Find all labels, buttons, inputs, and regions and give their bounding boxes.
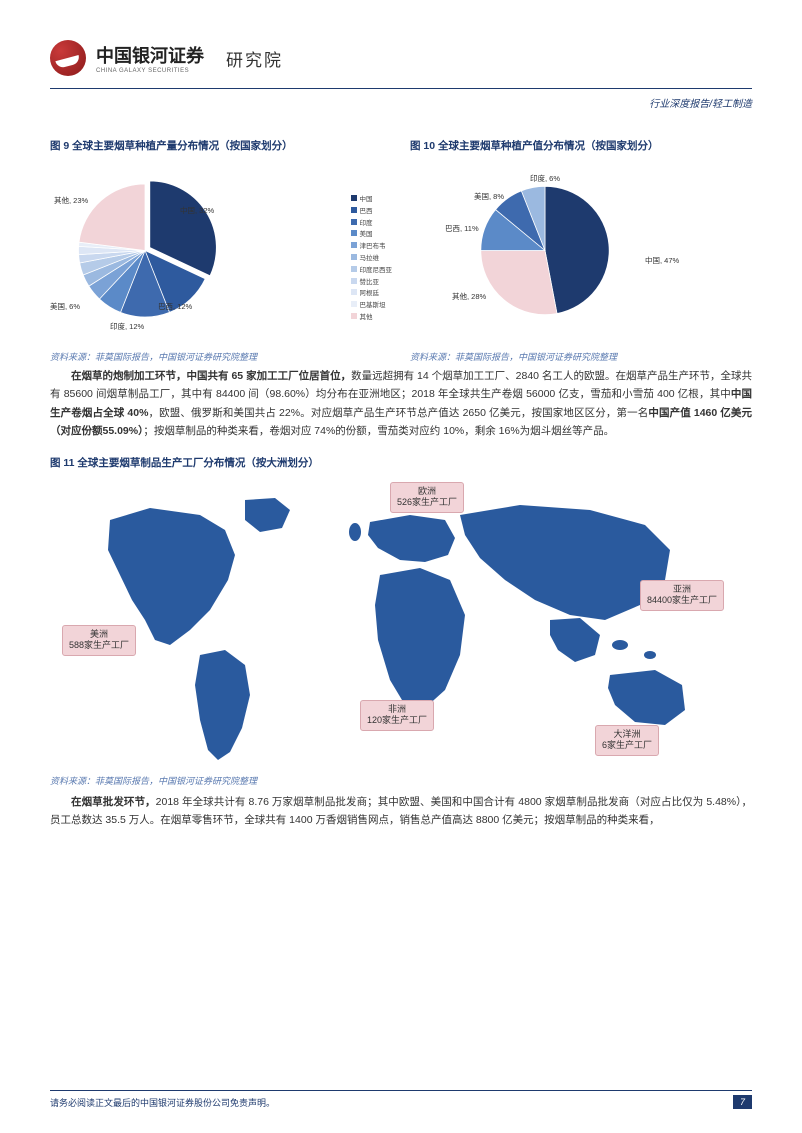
legend-label: 马拉维 — [360, 252, 380, 262]
figure-10-chart: 中国, 47% 其他, 28% 巴西, 11% 美国, 8% 印度, 6% — [410, 163, 752, 338]
legend-swatch — [351, 266, 357, 272]
legend-item: 巴西 — [351, 205, 393, 215]
pie-slice-中国 — [545, 186, 609, 313]
legend-swatch — [351, 219, 357, 225]
figure-9-chart: 中国巴西印度美国津巴布韦马拉维印度尼西亚赞比亚阿根廷巴基斯坦其他 中国, 32%… — [50, 163, 392, 338]
legend-item: 巴基斯坦 — [351, 299, 393, 309]
legend-item: 印度尼西亚 — [351, 264, 393, 274]
paragraph-2: 在烟草批发环节，2018 年全球共计有 8.76 万家烟草制品批发商；其中欧盟、… — [50, 793, 752, 830]
figure-10-source: 资料来源：菲莫国际报告，中国银河证券研究院整理 — [410, 350, 752, 363]
figure-9: 图 9 全球主要烟草种植产量分布情况（按国家划分） 中国巴西印度美国津巴布韦马拉… — [50, 138, 392, 338]
legend-item: 印度 — [351, 217, 393, 227]
page-number: 7 — [733, 1095, 752, 1109]
pie10-label-other: 其他, 28% — [452, 291, 486, 302]
brand-block: 中国银河证券 CHINA GALAXY SECURITIES — [96, 42, 204, 74]
pie9-label-brazil: 巴西, 12% — [158, 301, 192, 312]
legend-swatch — [351, 313, 357, 319]
figure-11-source: 资料来源：菲莫国际报告，中国银河证券研究院整理 — [50, 774, 752, 787]
legend-item: 赞比亚 — [351, 276, 393, 286]
pie9-label-china: 中国, 32% — [180, 205, 214, 216]
para1-lead: 在烟草的炮制加工环节，中国共有 65 家加工工厂位居首位， — [71, 370, 351, 382]
legend-swatch — [351, 195, 357, 201]
continent-pill-亚洲: 亚洲84400家生产工厂 — [640, 580, 724, 611]
legend-label: 其他 — [360, 311, 373, 321]
disclaimer-text: 请务必阅读正文最后的中国银河证券股份公司免责声明。 — [50, 1096, 275, 1109]
legend-label: 津巴布韦 — [360, 240, 386, 250]
figure-9-source: 资料来源：菲莫国际报告，中国银河证券研究院整理 — [50, 350, 392, 363]
legend-label: 印度 — [360, 217, 373, 227]
page-footer: 请务必阅读正文最后的中国银河证券股份公司免责声明。 7 — [50, 1095, 752, 1109]
footer-divider — [50, 1090, 752, 1091]
para2-lead: 在烟草批发环节， — [71, 796, 156, 808]
legend-label: 阿根廷 — [360, 287, 380, 297]
pie-slice-其他 — [79, 184, 145, 251]
pie9-label-usa: 美国, 6% — [50, 301, 80, 312]
legend-label: 中国 — [360, 193, 373, 203]
figure-9-legend: 中国巴西印度美国津巴布韦马拉维印度尼西亚赞比亚阿根廷巴基斯坦其他 — [351, 193, 393, 323]
legend-item: 津巴布韦 — [351, 240, 393, 250]
figure-9-title: 图 9 全球主要烟草种植产量分布情况（按国家划分） — [50, 138, 392, 153]
legend-swatch — [351, 207, 357, 213]
legend-label: 赞比亚 — [360, 276, 380, 286]
legend-swatch — [351, 230, 357, 236]
legend-swatch — [351, 278, 357, 284]
pie10-label-usa: 美国, 8% — [474, 191, 504, 202]
legend-item: 阿根廷 — [351, 287, 393, 297]
header-divider — [50, 88, 752, 89]
continent-pill-欧洲: 欧洲526家生产工厂 — [390, 482, 464, 513]
continent-pill-美洲: 美洲588家生产工厂 — [62, 625, 136, 656]
paragraph-1: 在烟草的炮制加工环节，中国共有 65 家加工工厂位居首位，数量远超拥有 14 个… — [50, 367, 752, 441]
legend-swatch — [351, 254, 357, 260]
figure-10: 图 10 全球主要烟草种植产值分布情况（按国家划分） 中国, 47% 其他, 2… — [410, 138, 752, 338]
para1-rest2: ，欧盟、俄罗斯和美国共占 22%。对应烟草产品生产环节总产值达 2650 亿美元… — [148, 407, 648, 419]
legend-item: 其他 — [351, 311, 393, 321]
para1-rest3: ；按烟草制品的种类来看，卷烟对应 74%的份额，雪茄类对应约 10%，剩余 16… — [143, 425, 614, 437]
pie9-label-india: 印度, 12% — [110, 321, 144, 332]
pie10-label-brazil: 巴西, 11% — [445, 223, 479, 234]
brand-name-cn: 中国银河证券 — [96, 42, 204, 68]
legend-label: 印度尼西亚 — [360, 264, 393, 274]
figure-11-title: 图 11 全球主要烟草制品生产工厂分布情况（按大洲划分） — [50, 455, 752, 470]
legend-item: 中国 — [351, 193, 393, 203]
continent-pill-非洲: 非洲120家生产工厂 — [360, 700, 434, 731]
para2-rest: 2018 年全球共计有 8.76 万家烟草制品批发商；其中欧盟、美国和中国合计有… — [50, 796, 752, 826]
legend-label: 美国 — [360, 228, 373, 238]
report-header: 中国银河证券 CHINA GALAXY SECURITIES 研究院 — [50, 40, 752, 76]
legend-label: 巴基斯坦 — [360, 299, 386, 309]
legend-swatch — [351, 289, 357, 295]
legend-swatch — [351, 301, 357, 307]
sources-row-1: 资料来源：菲莫国际报告，中国银河证券研究院整理 资料来源：菲莫国际报告，中国银河… — [50, 346, 752, 367]
legend-item: 马拉维 — [351, 252, 393, 262]
pie10-label-india: 印度, 6% — [530, 173, 560, 184]
legend-item: 美国 — [351, 228, 393, 238]
pie-slice-其他 — [481, 251, 557, 315]
brand-name-en: CHINA GALAXY SECURITIES — [96, 68, 204, 74]
pie10-label-china: 中国, 47% — [645, 255, 679, 266]
galaxy-logo-icon — [50, 40, 86, 76]
figure-11-map: 欧洲526家生产工厂亚洲84400家生产工厂美洲588家生产工厂非洲120家生产… — [50, 480, 750, 770]
legend-label: 巴西 — [360, 205, 373, 215]
pie-chart-10 — [430, 163, 660, 338]
pie9-label-other: 其他, 23% — [54, 195, 88, 206]
continent-pill-大洋洲: 大洋洲6家生产工厂 — [595, 725, 659, 756]
figure-10-title: 图 10 全球主要烟草种植产值分布情况（按国家划分） — [410, 138, 752, 153]
report-category: 行业深度报告/轻工制造 — [50, 95, 752, 110]
charts-row: 图 9 全球主要烟草种植产量分布情况（按国家划分） 中国巴西印度美国津巴布韦马拉… — [50, 138, 752, 338]
legend-swatch — [351, 242, 357, 248]
institute-label: 研究院 — [226, 46, 283, 71]
